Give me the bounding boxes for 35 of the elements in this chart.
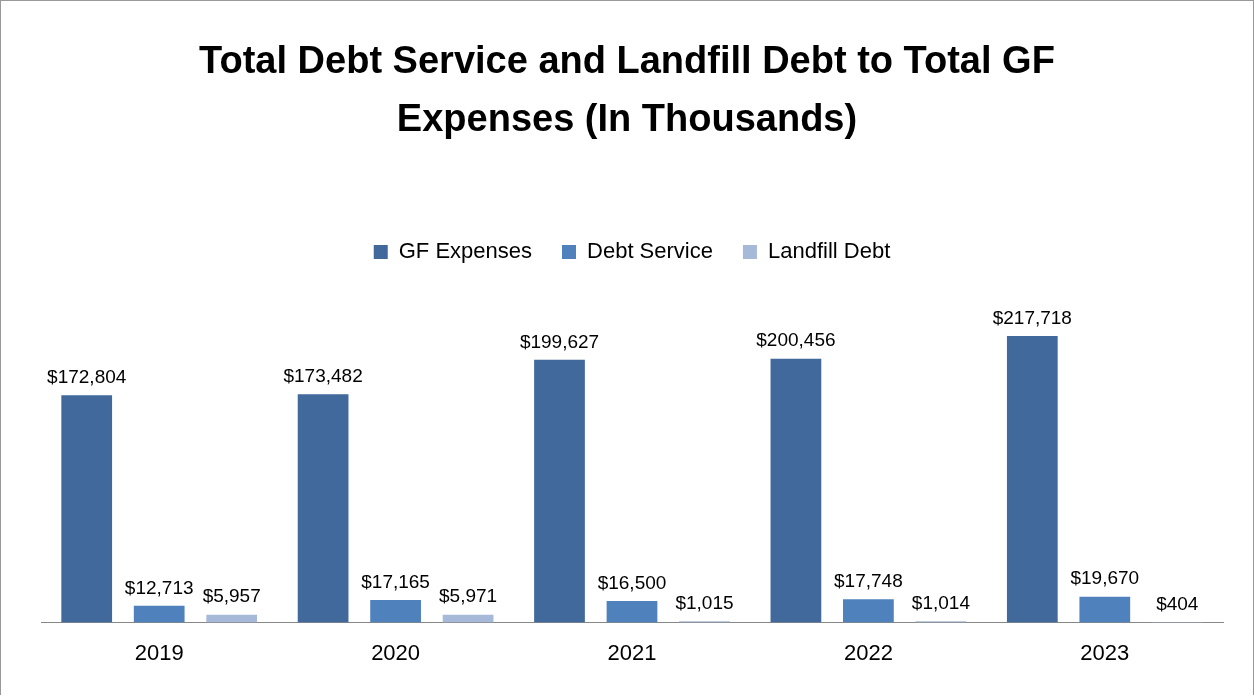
x-tick-label: 2020 [371, 639, 421, 665]
data-label: $404 [1156, 592, 1199, 614]
bar [843, 599, 894, 623]
bar [770, 358, 822, 623]
data-label: $12,713 [124, 576, 194, 598]
bar [1079, 596, 1131, 623]
data-label: $1,014 [911, 592, 971, 613]
bar [534, 359, 585, 623]
data-label: $19,670 [1070, 567, 1140, 589]
data-label: $17,748 [834, 569, 903, 591]
data-label: $217,718 [992, 306, 1072, 328]
data-label: $17,165 [361, 570, 430, 592]
x-tick-label: 2022 [843, 639, 893, 665]
bar [297, 394, 349, 623]
bar [1006, 336, 1058, 623]
chart-title: Total Debt Service and Landfill Debt to Total GF Expenses (In Thousands) [198, 38, 1056, 141]
legend-label: Debt Service [587, 238, 713, 264]
data-label: $172,804 [47, 365, 127, 387]
x-tick-label: 2021 [607, 639, 657, 665]
data-label: $16,500 [597, 571, 667, 593]
bar [206, 614, 258, 623]
data-label: $5,971 [439, 585, 498, 607]
legend-label: GF Expenses [398, 238, 533, 264]
bar [133, 605, 185, 623]
data-label: $1,015 [675, 592, 734, 613]
bar [61, 395, 113, 623]
bar [606, 600, 658, 623]
x-tick-label: 2019 [134, 639, 184, 665]
data-label: $200,456 [756, 329, 836, 351]
data-label: $173,482 [283, 365, 363, 386]
x-tick-label: 2023 [1080, 639, 1130, 665]
data-label: $5,957 [202, 585, 261, 607]
legend-label: Landfill Debt [767, 238, 891, 264]
bar [370, 600, 421, 623]
data-label: $199,627 [519, 330, 600, 352]
